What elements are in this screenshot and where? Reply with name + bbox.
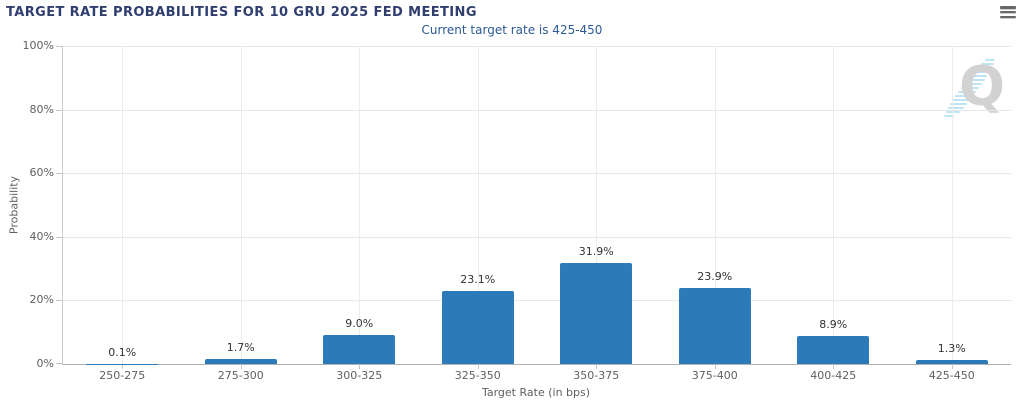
x-axis-tick (477, 364, 479, 369)
bar-value-label: 31.9% (578, 244, 614, 258)
y-gridline (63, 300, 1011, 302)
y-axis-label: 100% (22, 39, 54, 52)
y-axis-title: Probability (7, 175, 21, 235)
x-axis-tick (122, 364, 124, 369)
x-gridline (240, 46, 242, 364)
bar-value-label: 8.9% (819, 317, 848, 331)
bar-425-450[interactable] (915, 359, 988, 364)
x-gridline (833, 46, 835, 364)
x-axis-label: 275-300 (217, 369, 264, 382)
x-gridline (951, 46, 953, 364)
x-axis-title: Target Rate (in bps) (481, 386, 591, 399)
y-axis-label: 80% (29, 102, 54, 116)
x-gridline (596, 46, 598, 364)
bar-325-350[interactable] (441, 290, 514, 364)
y-axis-label: 40% (29, 229, 54, 243)
y-axis-label: 0% (36, 357, 54, 370)
bar-400-425[interactable] (797, 335, 870, 364)
chart-context-menu-button[interactable] (1000, 6, 1016, 18)
x-axis-tick (359, 364, 361, 369)
bar-value-label: 0.1% (108, 345, 137, 359)
x-axis-label: 300-325 (336, 369, 383, 382)
x-axis-label: 400-425 (810, 369, 857, 382)
bar-350-375[interactable] (560, 262, 633, 364)
y-gridline (63, 109, 1011, 111)
chart-title: TARGET RATE PROBABILITIES FOR 10 GRU 202… (6, 5, 477, 20)
y-axis-tick (56, 363, 63, 364)
bar-value-label: 23.9% (697, 270, 733, 283)
bar-value-label: 1.7% (226, 340, 255, 354)
x-axis-label: 350-375 (573, 369, 620, 382)
x-axis-label: 250-275 (99, 369, 146, 382)
x-gridline (714, 46, 716, 364)
q-logo-watermark: Q (939, 48, 1007, 126)
y-axis-label: 60% (29, 166, 54, 180)
hamburger-menu-icon (1000, 15, 1016, 18)
y-axis-tick (56, 300, 63, 302)
bar-value-label: 23.1% (460, 272, 496, 286)
x-axis-tick (714, 364, 716, 369)
chart-subtitle: Current target rate is 425-450 (421, 23, 603, 37)
x-axis-label: 375-400 (691, 369, 738, 382)
bar-275-300[interactable] (204, 358, 277, 364)
x-gridline (122, 46, 124, 364)
plot-area: Q 0% 20% 40% 60% 80% 100% 250-275 0.1% 275-300 1.… (23, 40, 1011, 382)
bar-375-400[interactable] (678, 288, 751, 364)
x-gridline (477, 46, 479, 364)
x-axis-tick (240, 364, 242, 369)
bar-value-label: 1.3% (937, 341, 966, 355)
x-gridline (359, 46, 361, 364)
hamburger-menu-icon (1000, 6, 1016, 9)
x-axis-tick (833, 364, 835, 369)
bar-300-325[interactable] (323, 335, 396, 364)
x-axis-label: 425-450 (928, 369, 975, 382)
x-axis-tick (596, 364, 598, 369)
bar-value-label: 9.0% (345, 317, 374, 331)
y-axis-tick (56, 109, 63, 111)
y-axis-tick (56, 236, 63, 238)
y-gridline (63, 236, 1011, 238)
y-axis-label: 20% (29, 293, 54, 307)
x-axis-tick (951, 364, 953, 369)
x-axis-label: 325-350 (454, 369, 501, 382)
watermark-letter: Q (959, 55, 1005, 118)
watermark-hatch (944, 59, 995, 117)
y-axis-tick (56, 46, 63, 47)
y-axis-tick (56, 173, 63, 175)
y-gridline (63, 173, 1011, 175)
y-gridline (63, 46, 1011, 47)
hamburger-menu-icon (1000, 10, 1016, 14)
